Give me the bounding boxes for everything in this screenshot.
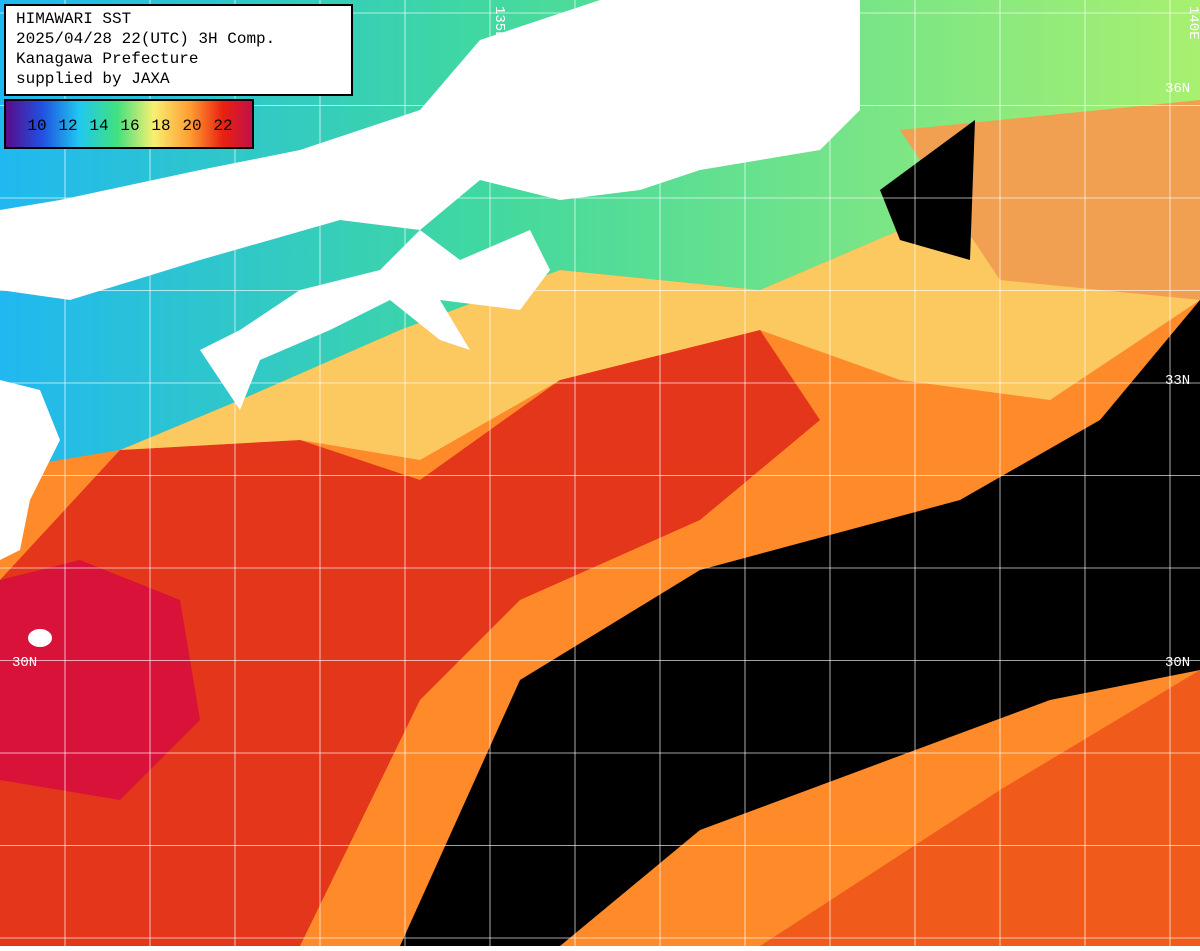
legend-tick: 10 (27, 117, 46, 135)
cloud-mask (400, 300, 1200, 946)
legend-tick: 14 (89, 117, 108, 135)
offshore-water (900, 100, 1200, 300)
legend-tick: 18 (151, 117, 170, 135)
cloud-mask (880, 120, 975, 260)
header-box (4, 4, 353, 96)
header-line: 2025/04/28 22(UTC) 3H Comp. (16, 30, 275, 48)
lon-label: 140E (1185, 6, 1200, 40)
land-kyushu (0, 380, 60, 560)
legend-tick: 16 (120, 117, 139, 135)
lat-label: 30N (1165, 655, 1190, 671)
colorbar (4, 99, 254, 149)
cool-water (0, 0, 1200, 470)
legend-tick: 20 (182, 117, 201, 135)
header-line: Kanagawa Prefecture (16, 50, 198, 68)
header-line: HIMAWARI SST (16, 10, 131, 28)
header-line: supplied by JAXA (16, 70, 170, 88)
lower-ocean (760, 670, 1200, 946)
land-honshu (0, 0, 860, 300)
land-shikoku (200, 230, 550, 410)
lat-label: 33N (1165, 373, 1190, 389)
lat-label: 36N (1165, 81, 1190, 97)
lon-label: 135E (491, 6, 507, 40)
legend: 10 12 14 16 18 20 22 (27, 117, 232, 135)
legend-tick: 22 (213, 117, 232, 135)
legend-tick: 12 (58, 117, 77, 135)
lat-label: 30N (12, 655, 37, 671)
header: HIMAWARI SST 2025/04/28 22(UTC) 3H Comp. K… (16, 10, 275, 88)
land-island (28, 629, 52, 647)
warm-water (0, 330, 820, 946)
